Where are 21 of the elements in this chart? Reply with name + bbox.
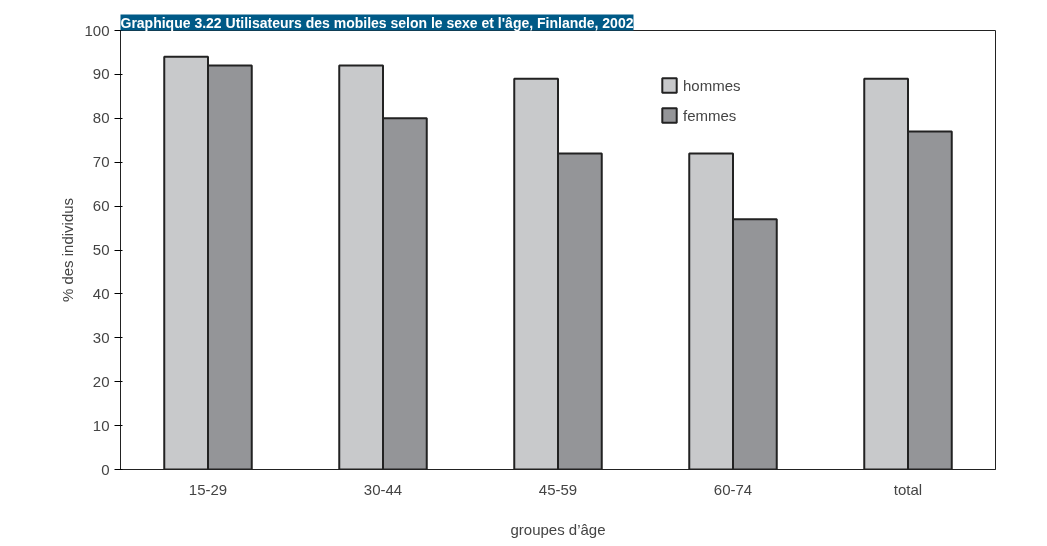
x-tick-label: 60-74 xyxy=(713,480,753,498)
x-tick-label: total xyxy=(893,480,923,498)
y-tick-label: 70 xyxy=(92,153,110,171)
chart-title: Graphique 3.22 Utilisateurs des mobiles selon le sexe et l'âge, Finlande, 2002 xyxy=(120,14,634,31)
y-tick-label: 20 xyxy=(92,372,110,390)
y-tick-label: 100 xyxy=(84,21,110,39)
y-axis-title: % des individus xyxy=(59,197,77,303)
y-tick-label: 60 xyxy=(92,197,110,215)
y-tick-label: 30 xyxy=(92,328,110,346)
legend-label: femmes xyxy=(683,106,737,124)
x-tick-label: 45-59 xyxy=(538,480,578,498)
x-axis-title: groupes d’âge xyxy=(510,520,606,538)
x-tick-label: 15-29 xyxy=(188,480,228,498)
y-tick-label: 10 xyxy=(92,416,110,434)
y-tick-label: 40 xyxy=(92,284,110,302)
y-tick-label: 90 xyxy=(92,65,110,83)
y-tick-label: 50 xyxy=(92,241,110,258)
y-tick-label: 0 xyxy=(101,460,110,478)
legend-label: hommes xyxy=(683,76,741,94)
x-tick-label: 30-44 xyxy=(363,480,403,498)
y-tick-label: 80 xyxy=(92,109,110,127)
